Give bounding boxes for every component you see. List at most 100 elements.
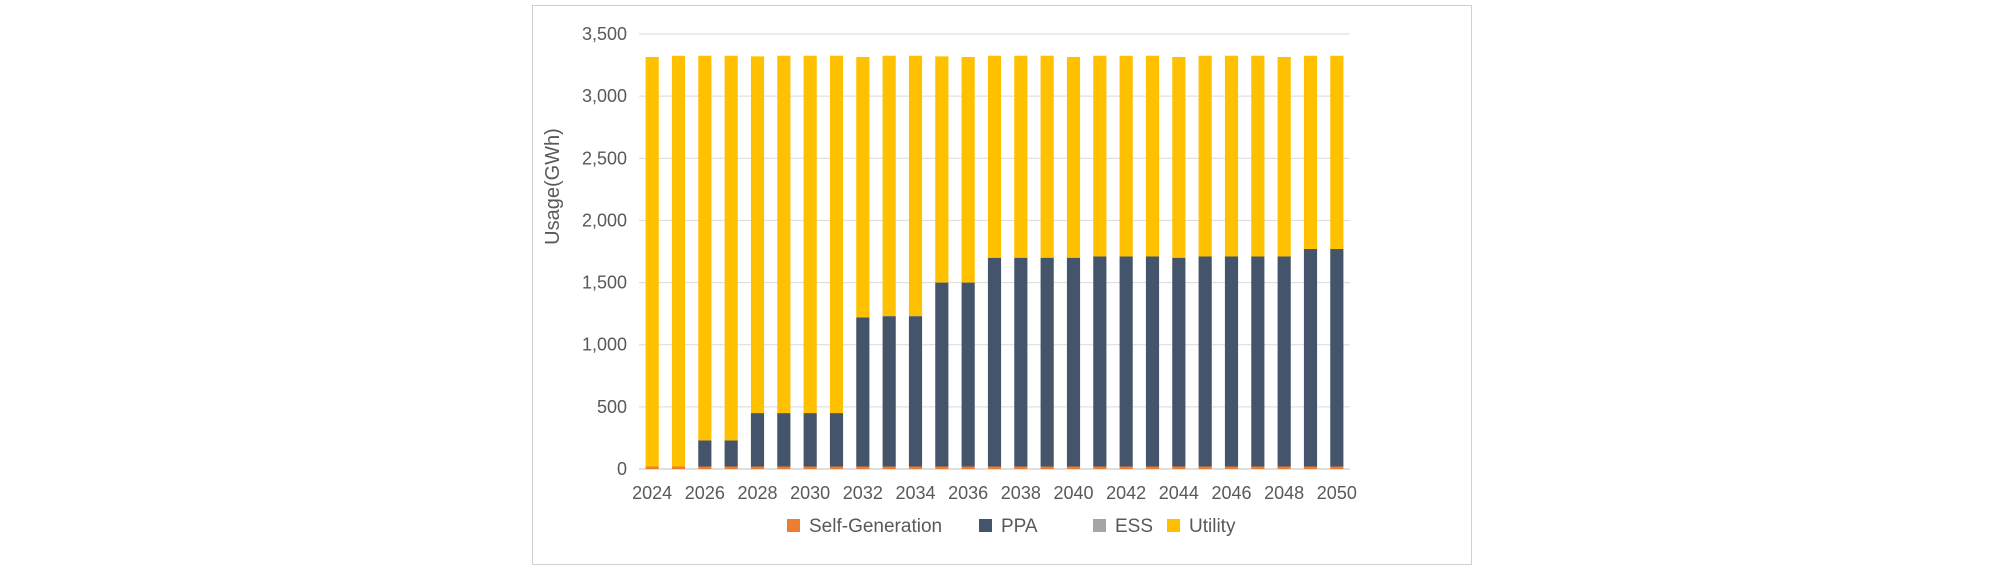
x-tick-label: 2038 — [1001, 483, 1041, 503]
x-tick-label: 2046 — [1211, 483, 1251, 503]
bar-self-generation-2049 — [1303, 466, 1318, 469]
x-tick-label: 2050 — [1317, 483, 1357, 503]
bar-self-generation-2044 — [1172, 466, 1186, 469]
x-tick-label: 2044 — [1159, 483, 1199, 503]
bar-ppa-2032 — [856, 317, 870, 467]
bar-utility-2028 — [750, 56, 765, 414]
bar-utility-2048 — [1277, 56, 1291, 257]
bar-ppa-2033 — [882, 316, 896, 467]
bar-utility-2031 — [829, 55, 844, 414]
legend-label: Self-Generation — [809, 516, 942, 537]
bar-utility-2042 — [1119, 55, 1133, 257]
x-tick-label: 2040 — [1053, 483, 1093, 503]
bar-self-generation-2043 — [1145, 466, 1160, 469]
bar-ppa-2037 — [987, 257, 1002, 467]
x-tick-label: 2048 — [1264, 483, 1304, 503]
bar-utility-2046 — [1224, 55, 1239, 257]
bar-ppa-2047 — [1251, 256, 1265, 467]
bar-self-generation-2024 — [645, 466, 659, 469]
bar-ppa-2030 — [803, 413, 817, 467]
bar-self-generation-2025 — [671, 466, 686, 469]
bar-self-generation-2039 — [1040, 466, 1054, 469]
bar-utility-2035 — [935, 56, 949, 283]
bar-utility-2044 — [1172, 56, 1186, 258]
bar-self-generation-2030 — [803, 466, 817, 469]
legend: Self-Generation PPA ESS Utility — [787, 516, 1236, 537]
bar-self-generation-2048 — [1277, 466, 1291, 469]
bar-ppa-2049 — [1303, 249, 1318, 467]
x-tick-label: 2026 — [685, 483, 725, 503]
y-tick-label: 1,000 — [582, 335, 627, 355]
x-tick-label: 2032 — [843, 483, 883, 503]
bar-self-generation-2026 — [698, 466, 712, 469]
bar-self-generation-2042 — [1119, 466, 1133, 469]
bar-ppa-2026 — [698, 440, 712, 467]
bar-self-generation-2029 — [777, 466, 791, 469]
y-tick-label: 2,000 — [582, 210, 627, 230]
bar-self-generation-2047 — [1251, 466, 1265, 469]
y-tick-label: 500 — [597, 397, 627, 417]
bar-utility-2025 — [671, 55, 686, 467]
y-axis-ticks: 0 500 1,000 1,500 2,000 2,500 3,000 3,500 — [582, 24, 627, 479]
bar-self-generation-2027 — [724, 466, 738, 469]
bar-self-generation-2050 — [1330, 466, 1344, 469]
bar-utility-2039 — [1040, 55, 1054, 258]
bar-utility-2030 — [803, 55, 817, 414]
x-tick-label: 2028 — [737, 483, 777, 503]
y-tick-label: 2,500 — [582, 148, 627, 168]
bar-self-generation-2031 — [829, 466, 844, 469]
x-tick-label: 2030 — [790, 483, 830, 503]
bar-utility-2037 — [987, 55, 1002, 258]
bar-ppa-2050 — [1330, 249, 1344, 467]
bar-self-generation-2038 — [1014, 466, 1028, 469]
bar-utility-2033 — [882, 55, 896, 317]
y-axis-title: Usage(GWh) — [542, 128, 564, 245]
bar-self-generation-2032 — [856, 466, 870, 469]
bar-ppa-2041 — [1093, 256, 1107, 467]
y-tick-label: 3,000 — [582, 86, 627, 106]
legend-swatch-ppa — [979, 519, 992, 532]
bar-ppa-2035 — [935, 282, 949, 467]
bar-self-generation-2037 — [987, 466, 1002, 469]
x-tick-label: 2024 — [632, 483, 672, 503]
legend-label: PPA — [1001, 516, 1038, 537]
bar-ppa-2038 — [1014, 257, 1028, 467]
bar-self-generation-2034 — [908, 466, 923, 469]
x-tick-label: 2036 — [948, 483, 988, 503]
y-tick-label: 1,500 — [582, 273, 627, 293]
bar-ppa-2048 — [1277, 256, 1291, 467]
bar-self-generation-2036 — [961, 466, 975, 469]
bar-utility-2045 — [1198, 55, 1212, 257]
legend-swatch-ess — [1093, 519, 1106, 532]
bar-utility-2038 — [1014, 55, 1028, 258]
bar-ppa-2046 — [1224, 256, 1239, 467]
x-tick-label: 2034 — [895, 483, 935, 503]
x-axis-ticks: 2024 2026 2028 2030 2032 2034 2036 2038 2040 2042… — [632, 483, 1357, 503]
bar-utility-2040 — [1066, 56, 1081, 258]
chart-frame: 0 500 1,000 1,500 2,000 2,500 3,000 3,500 2024 2… — [532, 5, 1472, 565]
bar-ppa-2034 — [908, 316, 923, 467]
bar-self-generation-2040 — [1066, 466, 1081, 469]
legend-swatch-utility — [1167, 519, 1180, 532]
bar-ppa-2043 — [1145, 256, 1160, 467]
bar-utility-2047 — [1251, 55, 1265, 257]
bar-self-generation-2033 — [882, 466, 896, 469]
bar-utility-2024 — [645, 56, 659, 467]
bar-ppa-2028 — [750, 413, 765, 467]
bar-ppa-2029 — [777, 413, 791, 467]
bar-self-generation-2035 — [935, 466, 949, 469]
bar-self-generation-2046 — [1224, 466, 1239, 469]
bar-ppa-2031 — [829, 413, 844, 467]
x-tick-label: 2042 — [1106, 483, 1146, 503]
y-tick-label: 0 — [617, 459, 627, 479]
bar-ppa-2039 — [1040, 257, 1054, 467]
bar-utility-2026 — [698, 55, 712, 441]
bar-ppa-2036 — [961, 282, 975, 467]
bar-utility-2041 — [1093, 55, 1107, 257]
bar-utility-2050 — [1330, 55, 1344, 250]
bar-utility-2027 — [724, 55, 738, 441]
bar-self-generation-2028 — [750, 466, 765, 469]
legend-label: Utility — [1189, 516, 1236, 537]
bar-ppa-2027 — [724, 440, 738, 467]
